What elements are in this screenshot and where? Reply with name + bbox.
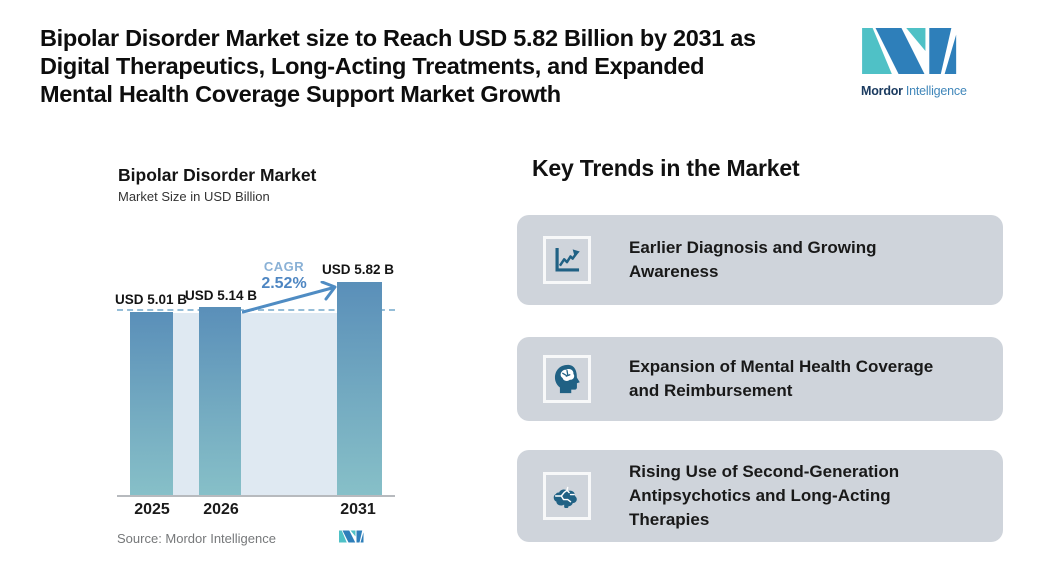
bar-2026 [199, 307, 241, 497]
cagr-label: CAGR [263, 259, 305, 274]
line-chart-icon [555, 247, 580, 272]
cagr-value: 2.52% [261, 275, 307, 292]
trend-icon-box [543, 236, 591, 284]
head-brain-icon [554, 364, 580, 394]
x-tick-2026: 2026 [203, 501, 239, 518]
page-title: Bipolar Disorder Market size to Reach US… [40, 25, 756, 107]
source-attribution: Source: Mordor Intelligence [117, 531, 276, 546]
x-axis-line [117, 495, 395, 497]
x-tick-2031: 2031 [340, 501, 376, 518]
trends-heading: Key Trends in the Market [532, 155, 800, 181]
bar-value-label: USD 5.82 B [321, 262, 395, 277]
brain-icon [553, 486, 577, 509]
bar-value-label: USD 5.01 B [114, 292, 188, 307]
trend-card-title: Expansion of Mental Health Coverage and … [629, 357, 934, 400]
brand-name: Mordor Intelligence [861, 84, 971, 98]
bar-2025 [130, 312, 173, 497]
trend-card-title: Earlier Diagnosis and Growing Awareness [629, 238, 877, 281]
trend-card-earlier-diagnosis: Earlier Diagnosis and Growing Awareness [517, 215, 1003, 305]
mordor-logo-icon [862, 27, 957, 75]
trend-card-title: Rising Use of Second-Generation Antipsyc… [629, 462, 900, 529]
trend-card-coverage-expansion: Expansion of Mental Health Coverage and … [517, 337, 1003, 421]
x-tick-2025: 2025 [134, 501, 170, 518]
brand-name-primary: Mordor [861, 84, 903, 98]
bar-2031 [337, 282, 382, 497]
bar-value-label: USD 5.14 B [184, 288, 258, 303]
brand-name-secondary: Intelligence [905, 84, 967, 98]
mordor-logo-small-icon [339, 530, 364, 543]
trend-icon-box [543, 355, 591, 403]
brand-logo: Mordor Intelligence [861, 27, 971, 98]
trend-icon-box [543, 472, 591, 520]
growth-arrow-icon [242, 281, 337, 314]
trend-card-antipsychotics: Rising Use of Second-Generation Antipsyc… [517, 450, 1003, 542]
chart-title: Bipolar Disorder Market [118, 165, 317, 185]
chart-subtitle: Market Size in USD Billion [118, 189, 270, 204]
